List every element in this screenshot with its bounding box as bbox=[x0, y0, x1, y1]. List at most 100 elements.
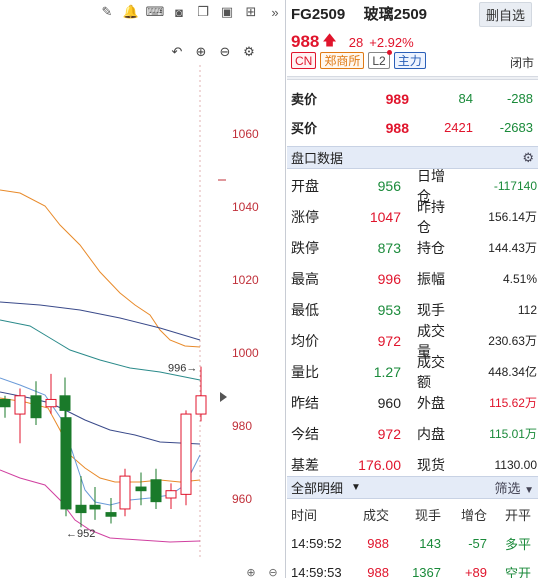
trade-volume: 143 bbox=[419, 536, 441, 551]
stat-label: 均价 bbox=[291, 332, 319, 349]
last-price: 988 bbox=[291, 32, 320, 51]
trades-header-row: 时间 成交 现手 增仓 开平 bbox=[287, 500, 538, 529]
candle-body bbox=[135, 486, 147, 492]
trade-price: 988 bbox=[367, 565, 389, 578]
bid-delta: -2683 bbox=[499, 120, 533, 135]
ma-line bbox=[0, 469, 201, 543]
y-tick-label: 1020 bbox=[232, 273, 259, 287]
candle-body bbox=[45, 398, 57, 408]
ma-line bbox=[0, 319, 201, 381]
low-annotation: ←952 bbox=[66, 528, 95, 540]
stats-row: 跌停 873 持仓 144.43万 bbox=[287, 232, 538, 263]
high-annotation: 996→ bbox=[168, 363, 197, 375]
filter-label: 筛选 bbox=[494, 481, 521, 496]
stat-value: -117140 bbox=[493, 178, 537, 193]
ask-row[interactable]: 卖价 989 84 -288 bbox=[287, 84, 538, 113]
stat-label: 最高 bbox=[291, 270, 319, 287]
candlestick-chart[interactable]: 1060 1040 1020 1000 980 960 996→ ←952 bbox=[0, 0, 286, 578]
filter-chevron-icon: ▼ bbox=[524, 485, 534, 496]
stat-label: 涨停 bbox=[291, 208, 319, 225]
market-tag: CN bbox=[291, 52, 317, 69]
price-change-pct: +2.92% bbox=[369, 34, 414, 50]
remove-watchlist-button[interactable]: 删自选 bbox=[478, 2, 532, 27]
stat-label: 跌停 bbox=[291, 239, 319, 256]
stats-row: 涨停 1047 昨持仓 156.14万 bbox=[287, 199, 538, 235]
stats-row: 均价 972 成交量 230.63万 bbox=[287, 323, 538, 359]
expand-icon[interactable]: » bbox=[271, 4, 279, 20]
stat-label: 昨结 bbox=[291, 394, 319, 411]
bid-volume: 2421 bbox=[444, 120, 473, 135]
y-tick-label: 1040 bbox=[232, 200, 259, 214]
quote-panel: FG2509 玻璃2509 删自选 988 🡅 28 +2.92% CN 郑商所… bbox=[287, 0, 538, 578]
candle-body bbox=[180, 413, 192, 495]
order-book: 卖价 989 84 -288 买价 988 2421 -2683 bbox=[287, 84, 538, 142]
stat-label: 最低 bbox=[291, 301, 319, 318]
stat-label: 昨持仓 bbox=[417, 198, 445, 235]
candle-body bbox=[105, 512, 117, 517]
stat-value: 4.51% bbox=[502, 271, 537, 286]
camera-icon[interactable]: ◙ bbox=[175, 4, 183, 20]
zoom-in-icon[interactable]: ⊕ bbox=[246, 567, 256, 578]
stat-label: 内盘 bbox=[417, 425, 445, 442]
market-status: 闭市 bbox=[509, 56, 534, 70]
ma-line bbox=[0, 397, 201, 483]
bid-row[interactable]: 买价 988 2421 -2683 bbox=[287, 113, 538, 142]
stat-value: 972 bbox=[377, 425, 401, 442]
bell-icon[interactable]: 🔔 bbox=[122, 4, 140, 19]
stat-value: 1047 bbox=[369, 208, 401, 225]
copy-icon[interactable]: ❐ bbox=[197, 4, 209, 19]
filter-button[interactable]: 筛选 ▼ bbox=[494, 478, 534, 497]
zoom-out-icon[interactable]: ⊖ bbox=[268, 567, 278, 578]
stats-row: 量比 1.27 成交额 448.34亿 bbox=[287, 354, 538, 390]
chart-panel[interactable]: 1060 1040 1020 1000 980 960 996→ ←952 ✎ 🔔 ⌨ ◙ ❐… bbox=[0, 0, 286, 578]
zoom-in-icon[interactable]: ⊕ bbox=[195, 44, 207, 59]
stat-value: 873 bbox=[377, 239, 401, 256]
panel-data-title: 盘口数据 bbox=[291, 151, 344, 166]
stat-value: 960 bbox=[377, 394, 401, 411]
stat-value: 1130.00 bbox=[494, 457, 538, 472]
undo-icon[interactable]: ↶ bbox=[171, 44, 183, 59]
trades-header[interactable]: 全部明细 ▼ 筛选 ▼ bbox=[287, 476, 538, 499]
y-tick-label: 1060 bbox=[232, 127, 259, 141]
stat-label: 成交量 bbox=[417, 322, 445, 359]
y-tick-label: 960 bbox=[232, 492, 252, 506]
zoom-toolbar: ↶ ⊕ ⊖ ⚙ bbox=[165, 42, 261, 62]
price-pointer-icon bbox=[220, 392, 227, 402]
stats-row: 今结 972 内盘 115.01万 bbox=[287, 418, 538, 449]
trade-oi: -57 bbox=[468, 536, 487, 551]
tag-row: CN 郑商所 L2 主力 bbox=[291, 50, 426, 69]
instrument-name: 玻璃2509 bbox=[363, 6, 428, 23]
screen-icon[interactable]: ▣ bbox=[220, 4, 234, 19]
divider bbox=[287, 76, 538, 80]
trade-price: 988 bbox=[367, 536, 389, 551]
settings-icon[interactable]: ⚙ bbox=[243, 44, 255, 59]
gamepad-icon[interactable]: ⌨ bbox=[145, 4, 165, 19]
ma-line bbox=[0, 377, 201, 506]
stat-value: 956 bbox=[377, 177, 401, 194]
candle-body bbox=[75, 504, 87, 514]
ask-delta: -288 bbox=[506, 91, 533, 106]
edit-icon[interactable]: ✎ bbox=[101, 4, 113, 19]
col-volume: 现手 bbox=[414, 508, 441, 523]
y-tick-label: 980 bbox=[232, 419, 252, 433]
trade-time: 14:59:52 bbox=[291, 536, 342, 551]
table-row[interactable]: 14:59:53 988 1367 +89 空开 bbox=[287, 558, 538, 578]
candle-body bbox=[60, 417, 72, 510]
zoom-out-icon[interactable]: ⊖ bbox=[219, 44, 231, 59]
ma-line bbox=[0, 301, 201, 341]
level2-tag[interactable]: L2 bbox=[368, 50, 392, 69]
bid-price: 988 bbox=[385, 119, 409, 136]
stat-label: 成交额 bbox=[417, 353, 445, 390]
instrument-code: FG2509 bbox=[291, 6, 346, 23]
candle-body bbox=[30, 395, 42, 419]
stat-label: 基差 bbox=[291, 456, 319, 473]
settings-icon[interactable]: ⚙ bbox=[522, 149, 534, 165]
stat-value: 972 bbox=[377, 332, 401, 349]
stat-value: 230.63万 bbox=[488, 334, 537, 348]
ma-line bbox=[0, 391, 201, 445]
panel-data-header[interactable]: 盘口数据 ⚙ bbox=[287, 146, 538, 169]
chevron-down-icon[interactable]: ▼ bbox=[351, 482, 361, 493]
stat-label: 量比 bbox=[291, 363, 319, 380]
grid-icon[interactable]: ⊞ bbox=[245, 4, 257, 19]
table-row[interactable]: 14:59:52 988 143 -57 多平 bbox=[287, 529, 538, 558]
